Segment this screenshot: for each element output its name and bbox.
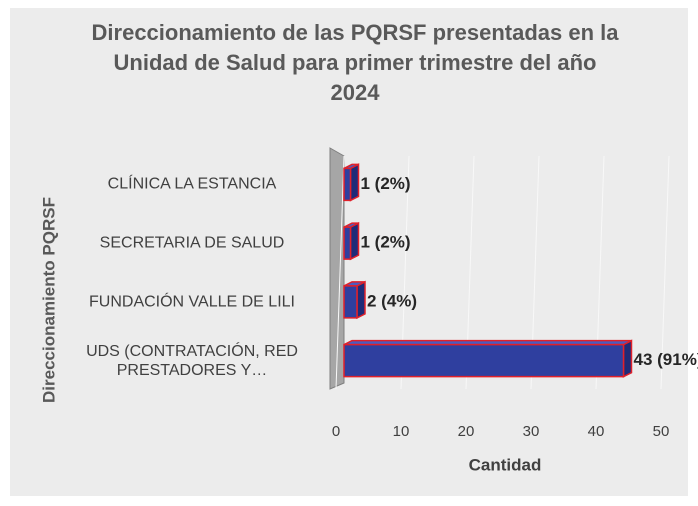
x-tick-label: 40 <box>588 423 605 440</box>
bar-side <box>622 339 633 378</box>
x-tick-label: 50 <box>653 423 670 440</box>
grid-line <box>660 155 670 390</box>
y-tick-label: UDS (CONTRATACIÓN, RED PRESTADORES Y… <box>86 342 298 379</box>
x-tick-label: 30 <box>523 423 540 440</box>
value-label: 1 (2%) <box>361 233 411 252</box>
y-tick-label: CLÍNICA LA ESTANCIA <box>107 175 277 193</box>
value-label: 43 (91%) <box>634 350 698 369</box>
bar <box>343 167 352 202</box>
side-wall <box>329 147 345 390</box>
bar <box>343 285 358 319</box>
value-label: 2 (4%) <box>367 291 417 310</box>
bar <box>343 343 625 378</box>
bar-side <box>356 280 366 320</box>
grid-line <box>335 155 345 390</box>
chart-title: Direccionamiento de las PQRSF presentada… <box>91 20 619 105</box>
y-tick-label: FUNDACIÓN VALLE DE LILI <box>89 293 295 311</box>
value-label: 1 (2%) <box>361 174 411 193</box>
x-tick-label: 20 <box>458 423 475 440</box>
x-tick-label: 10 <box>393 423 410 440</box>
bar <box>343 226 352 260</box>
bar-side <box>349 221 360 261</box>
y-axis-label: Direccionamiento PQRSF <box>39 197 58 403</box>
bar-side <box>349 163 360 202</box>
x-tick-label: 0 <box>332 423 340 440</box>
x-axis-label: Cantidad <box>469 455 542 474</box>
y-tick-label: SECRETARIA DE SALUD <box>99 234 285 252</box>
